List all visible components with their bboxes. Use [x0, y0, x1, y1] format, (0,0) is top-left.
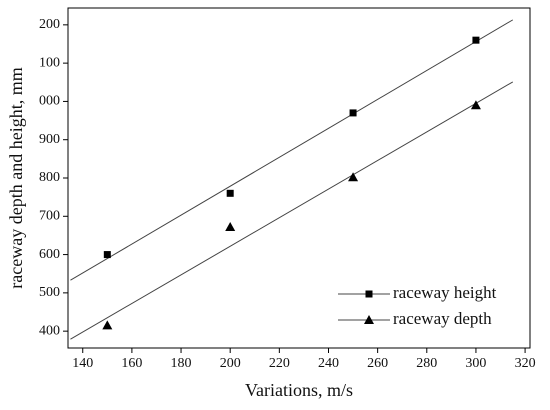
- y-tick-label: 800: [39, 170, 60, 185]
- fit-line: [70, 19, 514, 281]
- x-tick-label: 180: [171, 356, 192, 371]
- x-tick-label: 260: [367, 356, 388, 371]
- x-tick-label: 320: [515, 356, 536, 371]
- y-tick-label: 200: [39, 17, 60, 32]
- y-tick-label: 000: [39, 94, 60, 109]
- fit-line: [70, 81, 514, 340]
- y-axis-title: raceway depth and height, mm: [6, 67, 26, 288]
- x-tick-label: 240: [318, 356, 339, 371]
- marker-triangle: [102, 320, 113, 330]
- marker-square: [103, 251, 111, 259]
- legend-label: raceway depth: [393, 309, 492, 328]
- x-axis-title: Variations, m/s: [245, 380, 353, 400]
- marker-triangle: [364, 315, 374, 324]
- marker-square: [472, 36, 480, 44]
- x-tick-label: 220: [269, 356, 290, 371]
- marker-triangle: [225, 222, 236, 232]
- y-tick-label: 700: [39, 209, 60, 224]
- x-tick-label: 140: [72, 356, 93, 371]
- marker-square: [226, 189, 234, 197]
- y-tick-label: 600: [39, 247, 60, 262]
- y-tick-label: 100: [39, 55, 60, 70]
- x-tick-label: 200: [220, 356, 241, 371]
- y-tick-label: 900: [39, 132, 60, 147]
- marker-triangle: [348, 172, 359, 182]
- marker-triangle: [470, 100, 481, 110]
- x-tick-label: 280: [416, 356, 437, 371]
- x-tick-label: 160: [121, 356, 142, 371]
- marker-square: [365, 290, 373, 298]
- y-tick-label: 400: [39, 323, 60, 338]
- y-tick-label: 500: [39, 285, 60, 300]
- x-tick-label: 300: [465, 356, 486, 371]
- marker-square: [349, 109, 357, 117]
- legend-label: raceway height: [393, 283, 497, 302]
